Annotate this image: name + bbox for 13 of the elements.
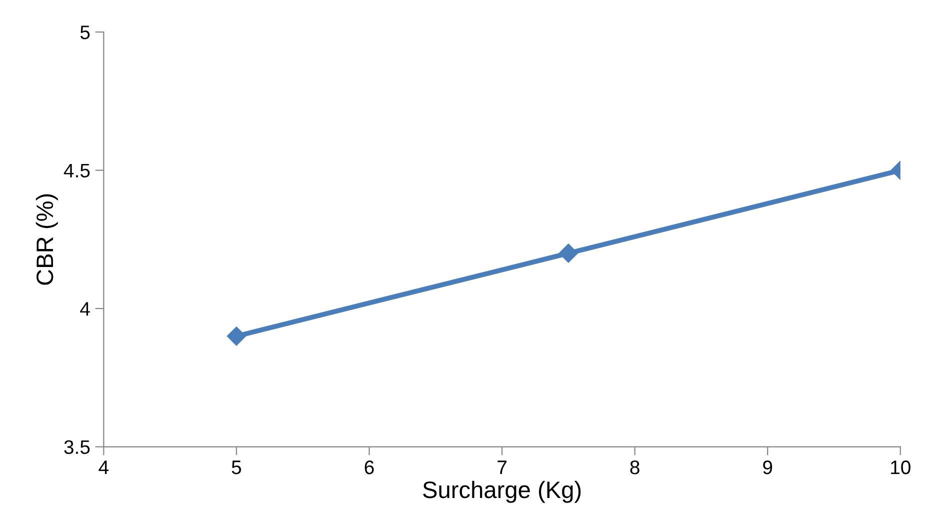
x-tick-label: 8 — [630, 460, 640, 474]
y-tick-label: 4.5 — [64, 164, 90, 178]
x-tick-label: 4 — [98, 460, 109, 474]
x-tick-label: 6 — [364, 460, 374, 474]
y-tick-label: 3.5 — [64, 440, 90, 454]
x-tick-label: 5 — [232, 460, 242, 474]
x-tick-label: 10 — [891, 460, 910, 474]
y-axis-title: CBR (%) — [36, 194, 58, 285]
y-tick-label: 5 — [80, 26, 90, 40]
y-tick-label: 4 — [80, 302, 90, 316]
x-axis-title: Surcharge (Kg) — [423, 480, 581, 503]
x-tick-label: 9 — [763, 460, 772, 474]
x-tick-label: 7 — [498, 460, 506, 474]
